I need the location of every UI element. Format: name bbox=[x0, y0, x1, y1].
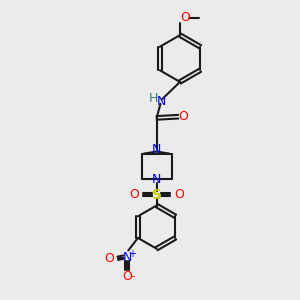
Text: O: O bbox=[179, 110, 188, 123]
Text: S: S bbox=[152, 188, 162, 202]
Text: H: H bbox=[149, 92, 158, 105]
Text: O: O bbox=[175, 188, 184, 201]
Text: O: O bbox=[129, 188, 139, 201]
Text: O: O bbox=[122, 270, 132, 284]
Text: +: + bbox=[128, 249, 136, 259]
Text: -: - bbox=[130, 270, 135, 284]
Text: O: O bbox=[104, 252, 114, 265]
Text: O: O bbox=[181, 11, 190, 24]
Text: N: N bbox=[122, 251, 132, 264]
Text: N: N bbox=[152, 142, 161, 156]
Text: N: N bbox=[152, 172, 161, 186]
Text: N: N bbox=[157, 95, 166, 108]
